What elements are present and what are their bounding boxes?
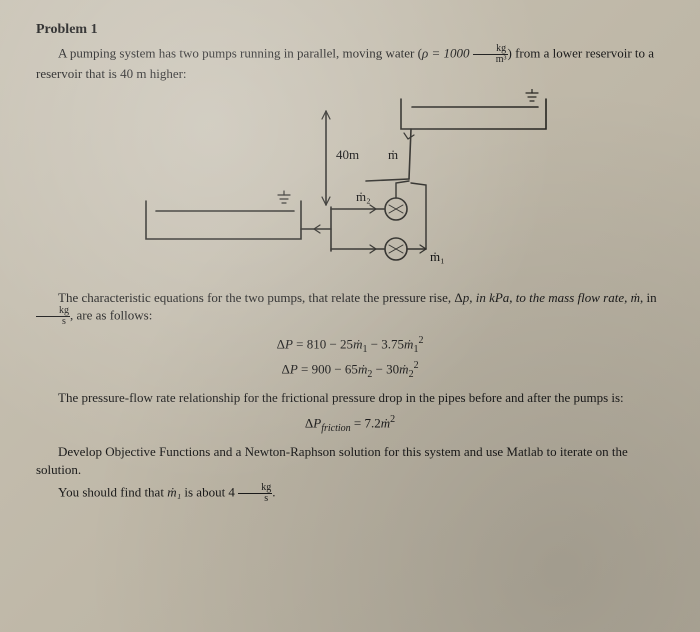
char-eq-intro: The characteristic equations for the two… bbox=[36, 289, 664, 328]
eq-pump1: ΔP = 810 − 25ṁ1 − 3.75ṁ12 bbox=[36, 333, 664, 358]
intro-text-a: A pumping system has two pumps running i… bbox=[58, 45, 422, 60]
pump-equations: ΔP = 810 − 25ṁ1 − 3.75ṁ12 ΔP = 900 − 65ṁ… bbox=[36, 333, 664, 383]
eq-pump2: ΔP = 900 − 65ṁ2 − 30ṁ22 bbox=[36, 358, 664, 383]
diagram-region: 40m ṁ ṁ₂ ṁ₁ bbox=[36, 89, 664, 279]
mdot-symbol: ṁ bbox=[631, 290, 640, 305]
task-unit: kgs bbox=[238, 483, 272, 504]
pump2-blades bbox=[389, 205, 403, 213]
problem-page: Problem 1 A pumping system has two pumps… bbox=[0, 0, 700, 632]
upper-surface-icon bbox=[526, 93, 538, 101]
char-intro-a: The characteristic equations for the two… bbox=[58, 290, 463, 305]
task-unit-n: kg bbox=[238, 483, 272, 494]
pipe-junction-horiz bbox=[366, 179, 409, 181]
pump-diagram: 40m ṁ ṁ₂ ṁ₁ bbox=[126, 89, 566, 279]
char-intro-d: , are as follows: bbox=[70, 308, 152, 323]
eq-friction: ΔPfriction = 7.2ṁ2 bbox=[36, 412, 664, 437]
friction-intro: The pressure-flow rate relationship for … bbox=[36, 389, 664, 407]
task-unit-d: s bbox=[238, 494, 272, 504]
massrate-unit-d: s bbox=[36, 317, 70, 327]
rho-unit: kgm³ bbox=[473, 44, 508, 65]
pump1-return bbox=[411, 183, 426, 249]
intro-paragraph: A pumping system has two pumps running i… bbox=[36, 44, 664, 83]
massrate-unit: kgs bbox=[36, 306, 70, 327]
m1-label: ṁ₁ bbox=[430, 249, 445, 264]
arrow-into-upper bbox=[404, 133, 414, 139]
lower-reservoir bbox=[146, 201, 301, 239]
problem-heading: Problem 1 bbox=[36, 22, 664, 38]
lower-surface-icon bbox=[278, 195, 290, 203]
upper-reservoir bbox=[401, 99, 546, 129]
height-label: 40m bbox=[336, 147, 359, 162]
m2-label: ṁ₂ bbox=[356, 189, 371, 204]
friction-equation: ΔPfriction = 7.2ṁ2 bbox=[36, 412, 664, 437]
task-result: You should find that ṁ₁ is about 4 kgs. bbox=[36, 483, 664, 504]
rho-unit-den: m³ bbox=[473, 55, 508, 65]
char-intro-c: , in bbox=[640, 290, 657, 305]
task-b-c: is about 4 bbox=[181, 484, 238, 499]
rho-expr: ρ = 1000 bbox=[422, 45, 470, 60]
task-b-b: ṁ₁ bbox=[167, 484, 181, 499]
mdot-label: ṁ bbox=[388, 147, 398, 162]
char-intro-b: p, in kPa, to the mass flow rate, bbox=[463, 290, 631, 305]
task-paragraph: Develop Objective Functions and a Newton… bbox=[36, 443, 664, 478]
task-b-a: You should find that bbox=[58, 484, 167, 499]
pump2-outlet bbox=[396, 181, 409, 198]
pump1-blades bbox=[389, 245, 403, 253]
task-b-d: . bbox=[272, 484, 275, 499]
